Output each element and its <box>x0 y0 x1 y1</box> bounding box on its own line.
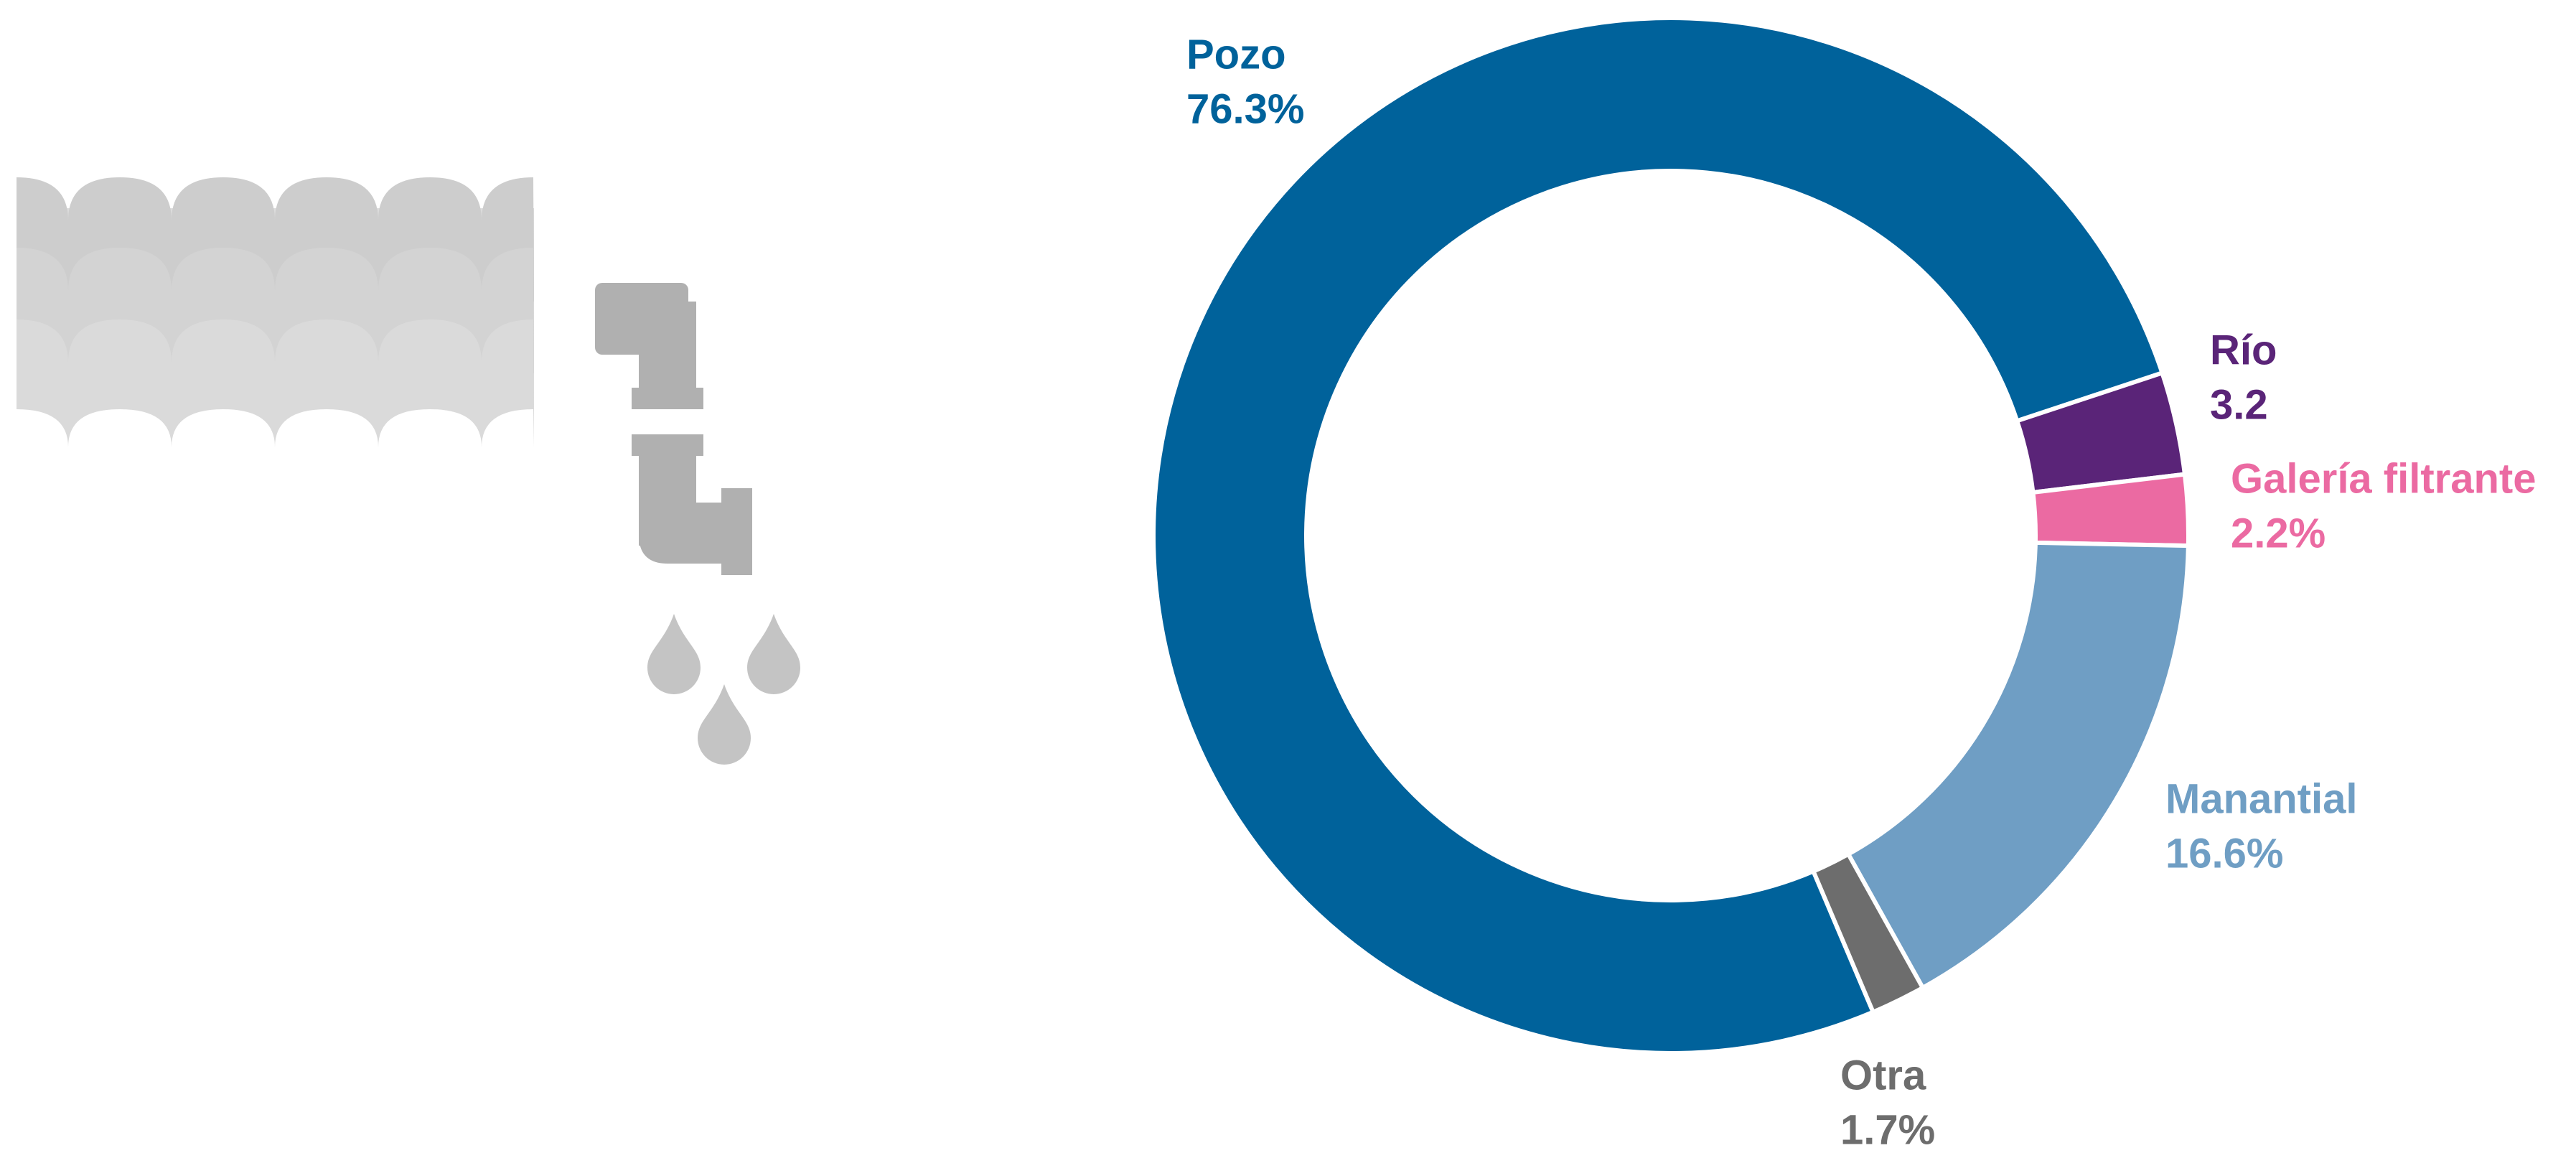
slice-value-label: 16.6% <box>2165 830 2283 877</box>
drops-icon <box>647 614 800 765</box>
slice-value-label: 2.2% <box>2231 510 2326 556</box>
slice-label: Otra <box>1840 1052 1926 1098</box>
slice-label: Galería filtrante <box>2231 455 2536 502</box>
slice-label: Manantial <box>2165 775 2358 822</box>
donut-slice <box>1845 540 2191 991</box>
slice-value-label: 3.2 <box>2210 381 2268 428</box>
slice-value-label: 76.3% <box>1186 85 1304 132</box>
slice-value-label: 1.7% <box>1840 1106 1935 1153</box>
water-icon <box>17 177 534 447</box>
donut-slice <box>1810 851 1926 1015</box>
pipe-joint <box>632 388 703 409</box>
wave-bottom <box>17 409 534 447</box>
pipe-icon <box>595 283 752 575</box>
drop <box>747 614 800 694</box>
slice-label: Río <box>2210 327 2277 373</box>
slice-label: Pozo <box>1186 31 1286 78</box>
drop <box>698 684 751 765</box>
pipe-elbow <box>639 488 752 575</box>
drop <box>647 614 701 694</box>
pipe-part <box>639 302 696 402</box>
donut-slice <box>1151 16 2165 1055</box>
